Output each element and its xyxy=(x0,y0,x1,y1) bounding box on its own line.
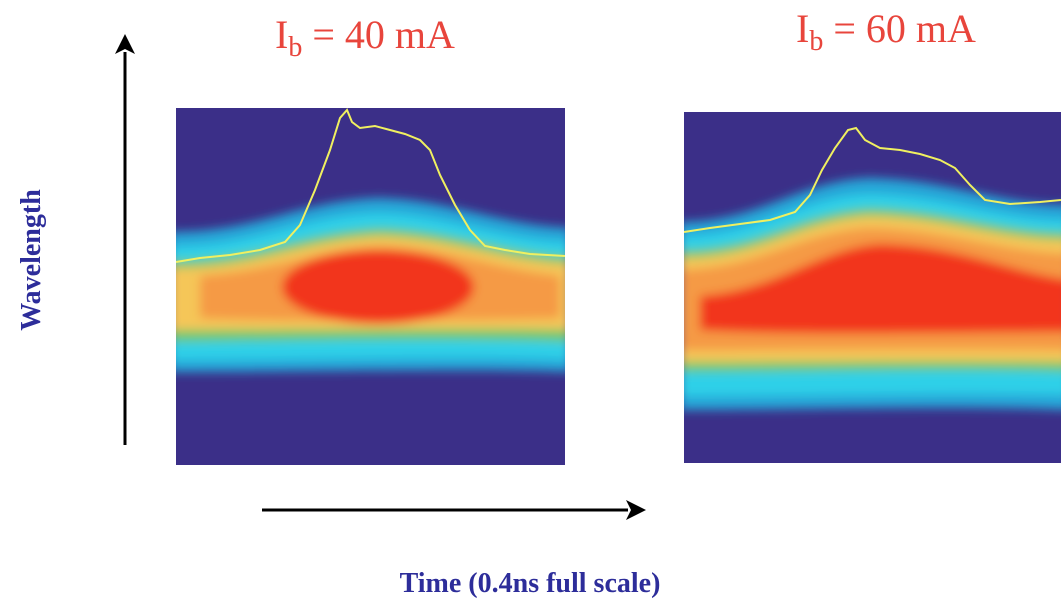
panel-title: Ib = 40 mA xyxy=(275,12,455,63)
time-label: Time (0.4ns full scale) xyxy=(400,568,661,599)
streak-image-60ma xyxy=(684,112,1061,463)
streak-image-40ma xyxy=(176,108,565,465)
wavelength-label: Wavelength xyxy=(16,189,47,331)
panel-title: Ib = 60 mA xyxy=(796,6,976,57)
